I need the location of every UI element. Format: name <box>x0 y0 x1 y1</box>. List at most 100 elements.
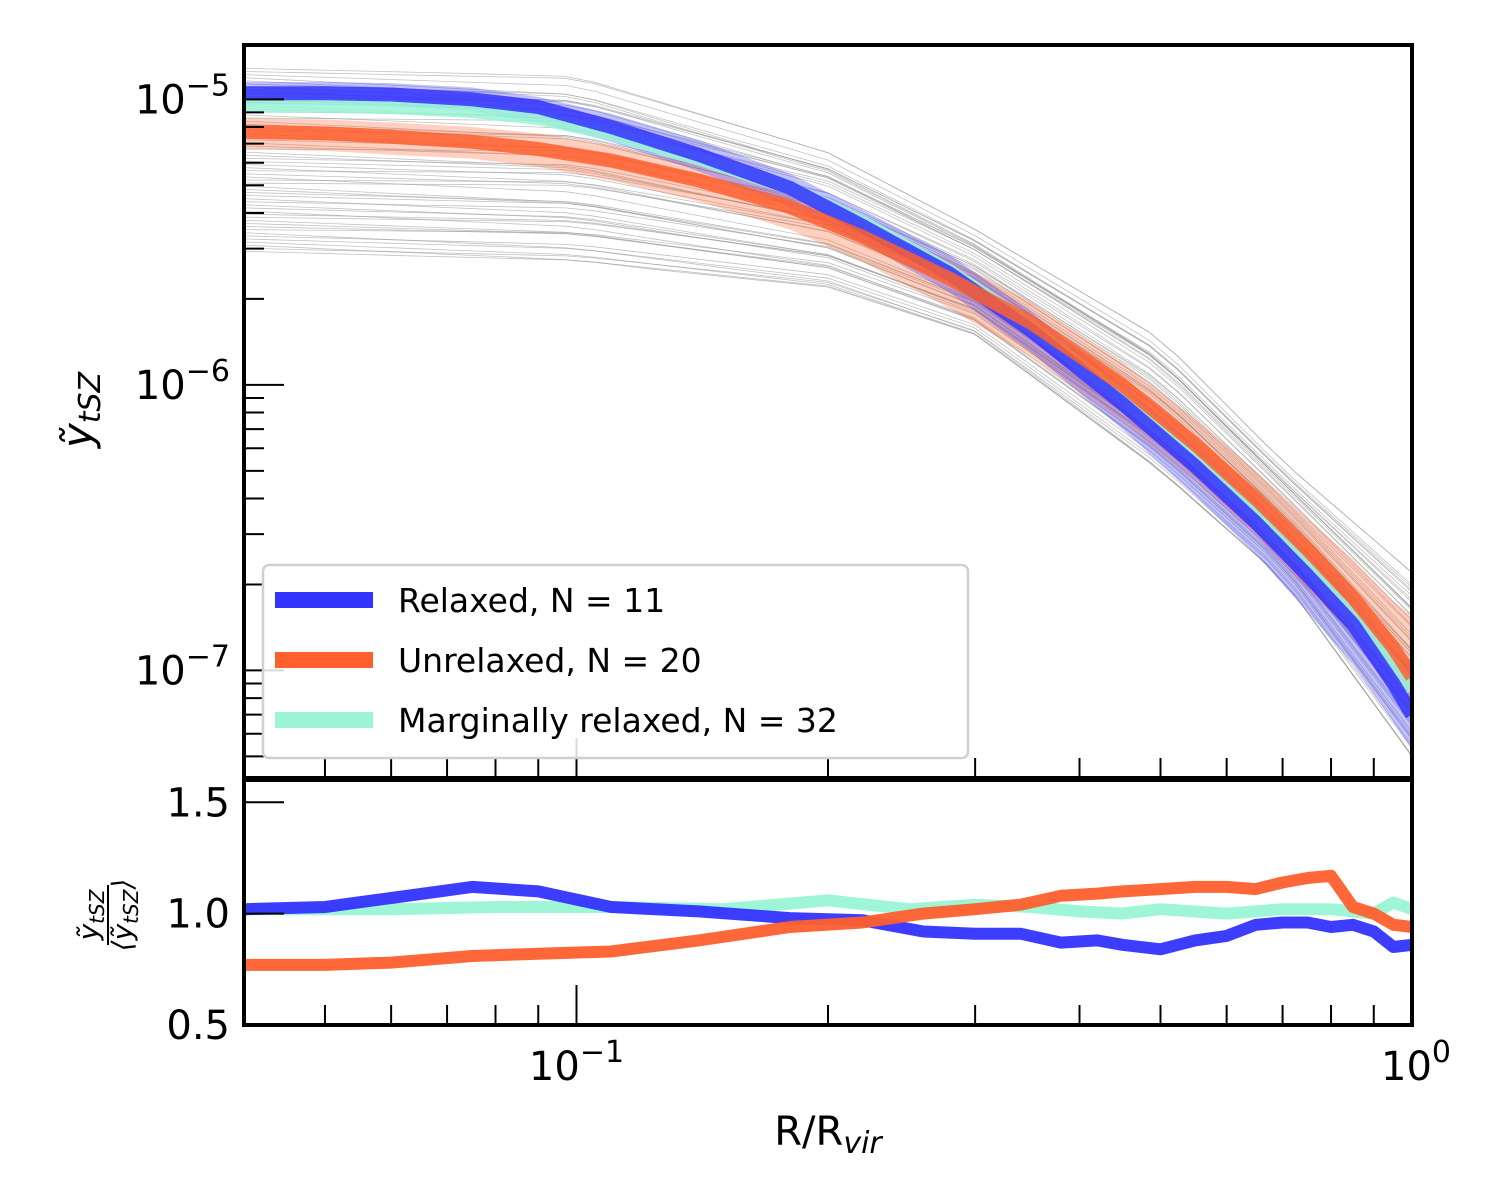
series-point <box>1030 322 1032 324</box>
individual-profile-line <box>244 247 1412 749</box>
series-point <box>949 278 951 280</box>
y-tick-label: 1.0 <box>166 892 230 938</box>
ratio-point <box>974 908 976 910</box>
individual-profile-line <box>244 226 1412 726</box>
ratio-point <box>1226 935 1228 937</box>
x-tick-label: 100 <box>1381 1035 1451 1090</box>
ratio-point <box>1078 910 1081 913</box>
bottom-y-axis-label: ỹtSZ ⟨ỹtSZ⟩ <box>72 879 143 952</box>
individual-profile-line <box>244 68 1412 573</box>
ratio-point <box>1226 886 1228 888</box>
ratio-point <box>1282 908 1284 910</box>
svg-text:⟨ỹtSZ⟩: ⟨ỹtSZ⟩ <box>106 879 143 952</box>
ratio-point <box>698 910 700 913</box>
x-tick-label-base: 10 <box>1381 1044 1432 1090</box>
ratio-point <box>1121 944 1123 946</box>
series-point <box>862 236 864 238</box>
series-point <box>610 126 612 128</box>
ratio-point <box>1121 913 1123 915</box>
series-point <box>789 187 791 189</box>
individual-profile-line <box>244 77 1412 609</box>
ratio-point <box>908 908 910 910</box>
ratio-point <box>390 908 392 910</box>
ratio-point <box>922 913 924 915</box>
y-tick-label-base: 10 <box>135 77 186 123</box>
ratio-point <box>324 964 326 966</box>
x-tick-label: 10−1 <box>529 1035 624 1090</box>
y-tick-label-exp: −7 <box>186 639 230 674</box>
series-point <box>1352 623 1354 625</box>
ratio-point <box>1330 875 1332 877</box>
y-tick-label: 0.5 <box>166 1003 230 1049</box>
legend-label: Marginally relaxed, N = 32 <box>398 701 838 740</box>
ratio-point <box>390 897 392 899</box>
ratio-point <box>1019 933 1022 935</box>
series-point <box>1352 596 1354 599</box>
ratio-point <box>1352 924 1354 926</box>
ratio-point <box>1373 930 1375 933</box>
ratio-point <box>494 906 497 908</box>
ratio-point <box>1159 888 1162 890</box>
series-point <box>1392 682 1394 685</box>
ratio-point <box>324 906 326 908</box>
ratio-point <box>862 921 864 924</box>
ratio-point <box>1330 908 1332 910</box>
ratio-point <box>1373 913 1375 915</box>
x-tick-label-exp: −1 <box>580 1035 624 1070</box>
ratio-point <box>789 917 791 919</box>
ratio-line <box>244 869 1412 971</box>
top-axis-ticks: 10−510−610−7 <box>135 68 1375 778</box>
ratio-point <box>1194 939 1196 942</box>
ratio-point <box>1159 908 1162 910</box>
series-point <box>471 141 473 143</box>
ratio-point <box>610 950 612 953</box>
series-line <box>244 86 1412 719</box>
ratio-point <box>1194 886 1196 888</box>
ratio-line <box>244 894 1412 920</box>
ratio-point <box>1352 906 1354 908</box>
y-tick-label: 10−6 <box>135 354 230 409</box>
bottom-panel: 0.51.01.510−1 100 <box>166 778 1451 1090</box>
ratio-point <box>1282 881 1284 884</box>
series-point <box>1392 663 1394 666</box>
scatter-band <box>244 118 1412 705</box>
top-series-lines <box>244 86 1412 719</box>
series-point <box>537 106 539 108</box>
series-point <box>1194 465 1196 467</box>
ratio-point <box>922 930 924 933</box>
x-tick-label-base: 10 <box>529 1044 580 1090</box>
ratio-point <box>1392 901 1394 904</box>
ratio-point <box>471 955 473 957</box>
ratio-point <box>390 962 392 964</box>
series-point <box>324 105 326 107</box>
ratio-point <box>610 906 612 908</box>
series-line <box>244 124 1412 681</box>
series-point <box>698 154 700 156</box>
ratio-series-lines <box>244 869 1412 971</box>
series-point <box>862 225 864 227</box>
svg-text:ỹtSZ: ỹtSZ <box>72 888 109 941</box>
individual-profile-line <box>244 235 1412 740</box>
series-point <box>1121 403 1123 405</box>
ratio-point <box>1255 888 1257 890</box>
series-point <box>1194 443 1196 445</box>
y-tick-label-base: 10 <box>135 648 186 694</box>
series-point <box>1392 647 1394 649</box>
ratio-point <box>1392 946 1394 948</box>
series-point <box>390 106 392 108</box>
x-axis-label: R/Rvir <box>774 1109 883 1161</box>
ratio-point <box>1392 924 1394 926</box>
ratio-point <box>1096 939 1098 942</box>
individual-profile-line <box>244 114 1412 635</box>
series-point <box>390 136 392 138</box>
ratio-point <box>974 933 976 935</box>
ratio-point <box>1255 924 1257 926</box>
legend-box <box>261 563 970 760</box>
ratio-point <box>1096 893 1098 895</box>
ratio-point <box>537 953 539 955</box>
series-point <box>698 179 700 181</box>
y-tick-label: 10−7 <box>135 639 230 694</box>
series-point <box>1255 497 1257 500</box>
series-point <box>1307 574 1309 577</box>
y-tick-label-base: 10 <box>135 363 186 409</box>
